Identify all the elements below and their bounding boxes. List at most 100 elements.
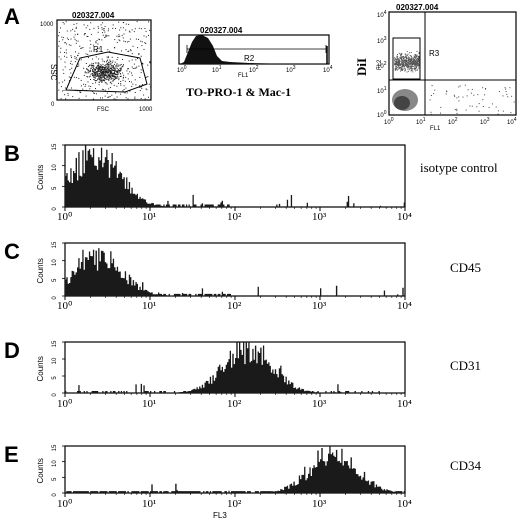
histogram-panel-e: E Counts 0 5 10 15 10⁰ 10¹ 10² 10³ 10⁴ FL3 CD34: [4, 442, 482, 520]
svg-text:103: 103: [377, 36, 387, 45]
dotplot-y-axis-label: FL2: [377, 59, 383, 70]
scatter-y-tick-top: 1000: [40, 22, 54, 28]
svg-text:104: 104: [323, 65, 333, 74]
marker-label: CD34: [450, 458, 482, 473]
x-tick-label: 10¹: [142, 398, 156, 410]
gate-histogram-fl1: 020327.004 R2 100 101 102 103 104 FL1 TO…: [177, 26, 333, 99]
gate-r3: [392, 37, 421, 80]
panel-label-a: A: [4, 4, 20, 29]
gate-r3-label: R3: [429, 49, 440, 58]
scatter-origin-tick: 0: [51, 102, 55, 108]
scatter-events: [58, 21, 151, 100]
dye-label: DiI: [354, 58, 369, 76]
histogram-distribution: [65, 446, 405, 493]
x-tick-label: 10³: [312, 300, 327, 312]
dotplot-x-axis-label: FL1: [430, 126, 441, 132]
y-axis-label: Counts: [36, 356, 45, 381]
x-tick-label: 10¹: [142, 498, 156, 510]
y-tick-label: 5: [52, 278, 58, 282]
svg-text:102: 102: [377, 61, 387, 70]
dotplot-y-ticks: 104 103 102 101 100: [377, 10, 387, 119]
gate-r1: [65, 51, 148, 93]
svg-text:101: 101: [416, 117, 426, 126]
panel-label-e: E: [4, 442, 19, 467]
dil-positive-events: [394, 51, 515, 115]
y-tick-label: 0: [52, 493, 58, 497]
x-tick-label: 10³: [312, 398, 327, 410]
x-tick-label: 10²: [227, 211, 242, 223]
dim-population-core: [394, 96, 410, 110]
x-tick-label: 10¹: [142, 211, 156, 223]
histogram-panel-b: B Counts 0 5 10 15 10⁰ 10¹ 10² 10³ 10⁴ isotype cont…: [4, 141, 498, 223]
y-tick-label: 10: [52, 460, 58, 467]
gate-r2-label: R2: [244, 54, 255, 63]
scatter-x-axis-label: FSC: [97, 107, 110, 113]
histogram-panel-c: C Counts 0 5 10 15 10⁰ 10¹ 10² 10³ 10⁴ CD45: [4, 239, 481, 312]
x-tick-label: 10¹: [142, 300, 156, 312]
x-tick-label: 10⁰: [57, 211, 73, 223]
scatter-sample-id: 020327.004: [72, 11, 115, 20]
marker-label: isotype control: [420, 160, 498, 175]
svg-text:103: 103: [480, 117, 490, 126]
svg-text:101: 101: [377, 86, 387, 95]
dot-plot-fl1-fl2: 020327.004 R3 DiI FL2 104 103 102 101 10…: [354, 3, 517, 132]
x-tick-label: 10⁴: [397, 300, 412, 312]
panel-label-d: D: [4, 338, 20, 363]
histogram-peak: [180, 35, 327, 64]
svg-text:100: 100: [384, 117, 394, 126]
scatter-y-axis-label: SSC: [49, 64, 58, 81]
x-tick-label: 10³: [312, 211, 327, 223]
dotplot-sample-id: 020327.004: [396, 3, 439, 12]
x-axis-label: FL3: [213, 511, 227, 520]
x-tick-label: 10²: [227, 398, 242, 410]
svg-text:102: 102: [448, 117, 458, 126]
histogram-panel-d: D Counts 0 5 10 15 10⁰ 10¹ 10² 10³ 10⁴ CD31: [4, 338, 481, 410]
y-tick-label: 5: [52, 477, 58, 481]
histogram-log-ticks: 100 101 102 103 104: [177, 65, 333, 74]
y-tick-label: 15: [52, 444, 58, 451]
x-tick-label: 10⁴: [397, 398, 412, 410]
x-tick-label: 10⁴: [397, 211, 412, 223]
y-tick-label: 0: [52, 207, 58, 211]
panel-label-b: B: [4, 141, 20, 166]
histogram-distribution: [65, 248, 405, 296]
y-tick-label: 5: [52, 186, 58, 190]
y-axis-label: Counts: [36, 258, 45, 283]
scatter-plot-fsc-ssc: 020327.004 R1 SSC 1000 0 FSC 1000: [40, 11, 153, 113]
y-axis-label: Counts: [36, 165, 45, 190]
x-tick-label: 10⁰: [57, 498, 73, 510]
y-axis-label: Counts: [36, 458, 45, 483]
svg-text:101: 101: [212, 65, 222, 74]
y-tick-label: 10: [52, 164, 58, 171]
scatter-x-tick-right: 1000: [139, 107, 153, 113]
svg-text:103: 103: [286, 65, 296, 74]
svg-text:102: 102: [249, 65, 259, 74]
y-tick-label: 10: [52, 357, 58, 364]
histogram-sample-id: 020327.004: [200, 26, 243, 35]
x-tick-label: 10²: [227, 300, 242, 312]
y-tick-label: 10: [52, 259, 58, 266]
svg-text:100: 100: [177, 65, 187, 74]
svg-text:104: 104: [377, 10, 387, 19]
stain-caption: TO-PRO-1 & Mac-1: [186, 85, 291, 99]
y-tick-label: 15: [52, 241, 58, 248]
histogram-x-axis-label: FL1: [238, 73, 249, 79]
y-tick-label: 0: [52, 296, 58, 300]
x-tick-label: 10³: [312, 498, 327, 510]
x-tick-label: 10⁴: [397, 498, 412, 510]
y-tick-label: 0: [52, 393, 58, 397]
panel-label-c: C: [4, 239, 20, 264]
svg-text:100: 100: [377, 110, 387, 119]
x-tick-label: 10⁰: [57, 398, 73, 410]
marker-label: CD31: [450, 358, 481, 373]
histogram-distribution: [65, 342, 405, 393]
gate-r1-label: R1: [93, 45, 104, 54]
y-tick-label: 15: [52, 143, 58, 150]
histogram-distribution: [65, 145, 405, 207]
svg-text:104: 104: [507, 117, 517, 126]
x-tick-label: 10²: [227, 498, 242, 510]
marker-histograms: B Counts 0 5 10 15 10⁰ 10¹ 10² 10³ 10⁴ isotype cont…: [4, 141, 498, 520]
y-tick-label: 15: [52, 340, 58, 347]
x-tick-label: 10⁰: [57, 300, 73, 312]
y-tick-label: 5: [52, 376, 58, 380]
